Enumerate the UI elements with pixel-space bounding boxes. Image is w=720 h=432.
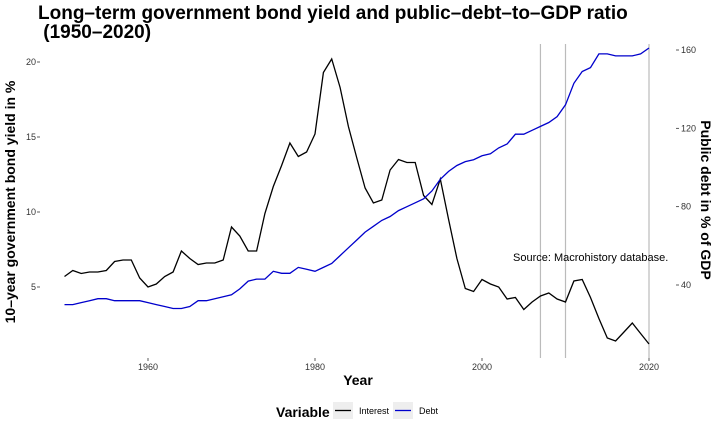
chart-title-line2: (1950–2020)	[38, 22, 151, 43]
y-axis-left-title: 10–year government bond yield in %	[2, 80, 18, 323]
y-left-tick-label: 15	[26, 132, 36, 142]
legend-label-interest: Interest	[359, 406, 390, 416]
x-tick-label: 1980	[305, 362, 325, 372]
y-left-tick-label: 20	[26, 57, 36, 67]
y-right-tick-label: 40	[681, 280, 691, 290]
x-axis-title: Year	[343, 372, 373, 388]
series-line-interest	[64, 57, 650, 345]
x-tick-label: 1960	[138, 362, 158, 372]
y-left-tick-label: 5	[31, 282, 36, 292]
y-axis-right-title: Public debt in % of GDP	[698, 120, 714, 279]
source-annotation: Source: Macrohistory database.	[513, 252, 668, 264]
y-left-tick-label: 10	[26, 207, 36, 217]
series-line-debt	[64, 47, 650, 310]
x-tick-label: 2000	[472, 362, 492, 372]
axis-ticks: 1960 1980 2000 2020 5 10 15 20 40 80 120 160	[26, 45, 696, 372]
y-right-tick-label: 120	[681, 123, 696, 133]
legend: Variable Interest Debt	[276, 402, 439, 420]
reference-lines	[539, 44, 650, 358]
y-right-tick-label: 80	[681, 202, 691, 212]
x-tick-label: 2020	[639, 362, 659, 372]
chart-title-line1: Long–term government bond yield and publ…	[38, 3, 628, 24]
legend-label-debt: Debt	[419, 406, 439, 416]
legend-title: Variable	[276, 404, 330, 420]
y-right-tick-label: 160	[681, 45, 696, 55]
